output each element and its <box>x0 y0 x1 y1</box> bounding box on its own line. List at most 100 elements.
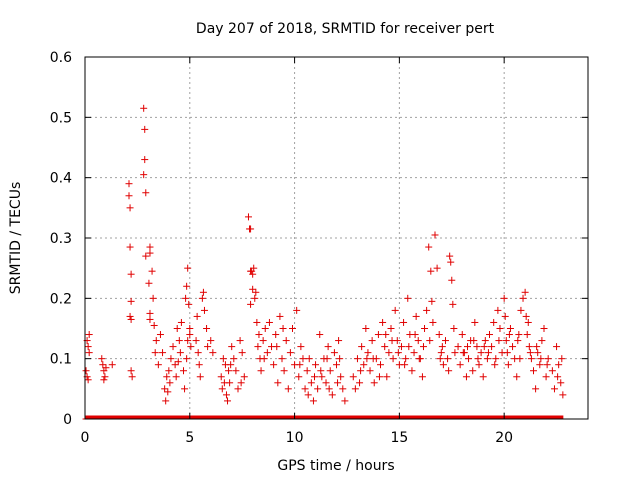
data-point <box>475 361 483 369</box>
data-point <box>182 294 190 302</box>
data-point <box>433 264 441 272</box>
data-point <box>375 373 383 381</box>
data-point <box>247 225 255 233</box>
data-point <box>253 318 261 326</box>
data-point <box>250 264 258 272</box>
data-point <box>309 397 317 405</box>
data-point <box>152 337 160 345</box>
data-point <box>99 361 107 369</box>
x-tick-label: 20 <box>495 430 513 446</box>
x-tick-label: 10 <box>286 430 304 446</box>
data-point <box>305 355 313 363</box>
data-point <box>282 337 290 345</box>
data-point <box>200 306 208 314</box>
data-point <box>100 376 108 384</box>
x-tick-label: 0 <box>81 430 90 446</box>
data-point <box>474 355 482 363</box>
data-point <box>125 180 133 188</box>
data-point <box>146 315 154 323</box>
data-point <box>333 361 340 369</box>
data-point <box>183 282 191 290</box>
data-point <box>548 367 556 375</box>
y-tick-label: 0 <box>63 412 72 428</box>
data-point <box>349 373 357 381</box>
data-point <box>322 379 330 387</box>
data-point <box>517 306 525 314</box>
data-point <box>165 367 173 375</box>
data-points <box>82 104 567 405</box>
data-point <box>164 388 172 396</box>
data-point <box>536 361 544 369</box>
data-point <box>381 343 389 351</box>
data-point <box>471 318 479 326</box>
data-point <box>481 337 489 345</box>
data-point <box>222 391 230 399</box>
data-point <box>544 355 552 363</box>
data-point <box>324 343 332 351</box>
data-point <box>362 325 370 332</box>
data-point <box>195 361 203 369</box>
data-point <box>369 355 377 363</box>
data-point <box>217 373 225 381</box>
data-point <box>181 385 189 393</box>
data-point <box>232 367 240 375</box>
data-point <box>326 367 334 375</box>
data-point <box>335 337 343 345</box>
data-point <box>404 294 412 302</box>
data-point <box>358 343 366 351</box>
data-point <box>419 343 427 351</box>
data-point <box>532 385 540 393</box>
data-point <box>383 373 391 381</box>
data-point <box>295 373 303 381</box>
data-point <box>554 373 562 381</box>
data-point <box>259 337 267 345</box>
data-point <box>141 156 149 164</box>
data-point <box>353 355 361 363</box>
data-point <box>389 355 397 363</box>
data-point <box>509 343 517 351</box>
data-point <box>525 343 533 351</box>
data-point <box>538 337 546 345</box>
data-point <box>194 349 202 357</box>
data-point <box>296 361 304 369</box>
data-point <box>527 355 535 363</box>
data-point <box>252 288 260 296</box>
data-point <box>150 321 158 329</box>
data-point <box>261 325 269 332</box>
data-point <box>537 355 545 363</box>
data-point <box>254 343 262 351</box>
data-point <box>449 300 457 308</box>
data-point <box>174 358 182 366</box>
data-point <box>526 349 534 357</box>
data-point <box>402 355 410 363</box>
y-tick-labels: 0 0.1 0.2 0.3 0.4 0.5 0.6 <box>50 50 72 428</box>
data-point <box>366 367 374 375</box>
data-point <box>446 252 454 260</box>
data-point <box>479 373 487 381</box>
data-point <box>394 349 402 357</box>
data-point <box>553 343 561 351</box>
data-point <box>483 355 491 363</box>
data-point <box>534 349 542 357</box>
data-point <box>502 337 510 345</box>
data-point <box>374 331 382 339</box>
data-point <box>448 276 456 284</box>
data-point <box>423 306 431 314</box>
data-point <box>192 337 200 345</box>
data-point <box>312 361 320 369</box>
data-point <box>463 343 471 351</box>
data-point <box>451 349 459 357</box>
data-point <box>330 349 338 357</box>
data-point <box>388 337 396 345</box>
data-point <box>140 104 148 112</box>
data-point <box>379 318 387 326</box>
data-point <box>85 331 93 339</box>
data-point <box>257 367 265 375</box>
data-point <box>543 361 551 369</box>
data-point <box>540 325 548 332</box>
data-point <box>492 355 500 363</box>
data-point <box>265 318 273 326</box>
data-point <box>299 355 307 363</box>
data-point <box>198 294 206 302</box>
